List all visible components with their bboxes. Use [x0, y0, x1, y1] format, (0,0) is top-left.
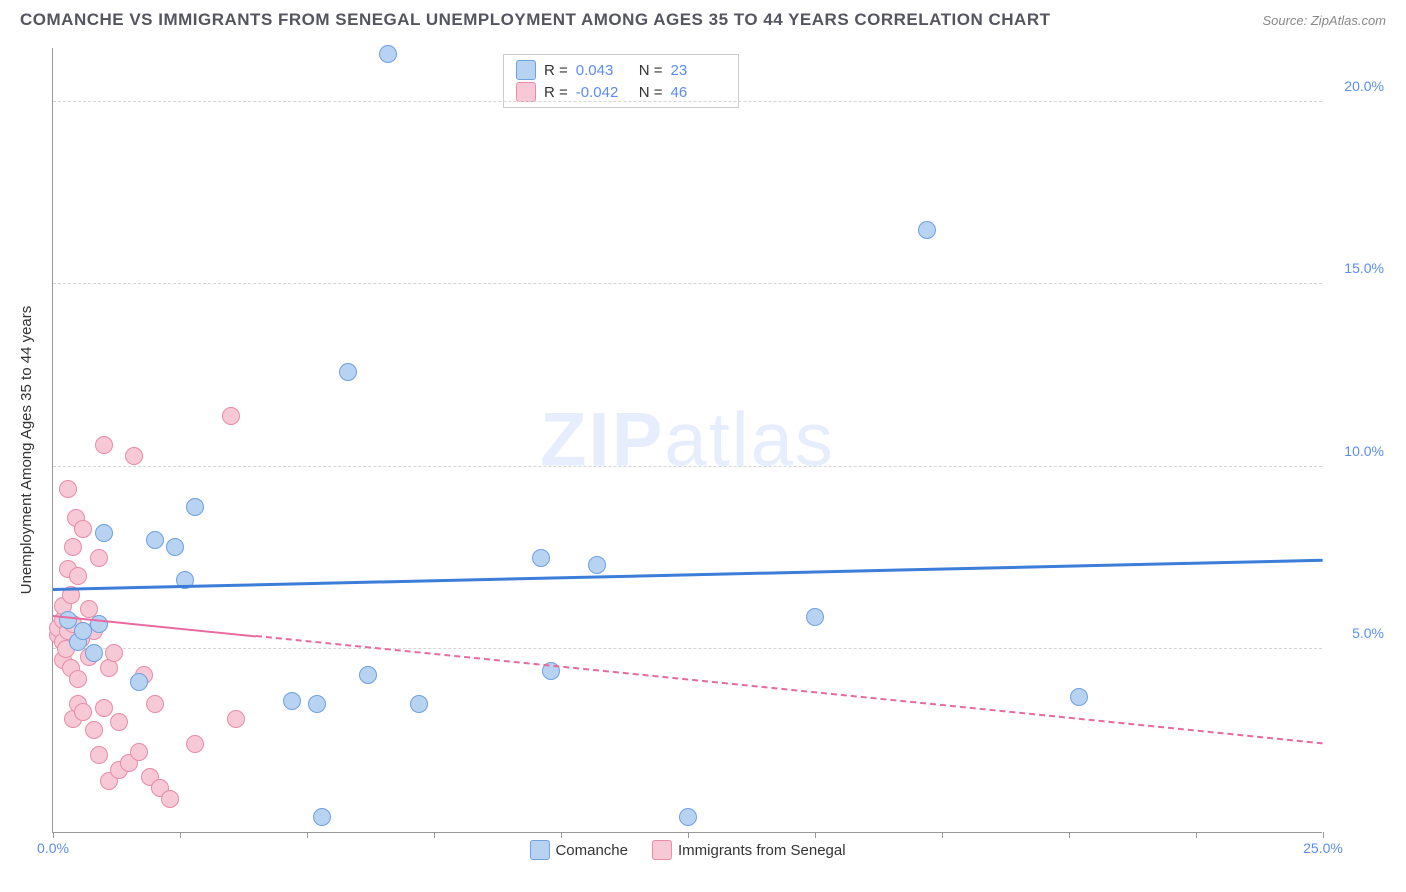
- ytick-label: 10.0%: [1344, 443, 1384, 459]
- ytick-label: 20.0%: [1344, 78, 1384, 94]
- point-comanche: [588, 556, 606, 574]
- source-attribution: Source: ZipAtlas.com: [1262, 13, 1386, 28]
- swatch-senegal: [652, 840, 672, 860]
- point-senegal: [105, 644, 123, 662]
- point-senegal: [222, 407, 240, 425]
- ytick-label: 15.0%: [1344, 260, 1384, 276]
- xtick-mark: [942, 832, 943, 838]
- trendline-senegal: [256, 635, 1323, 744]
- point-senegal: [59, 480, 77, 498]
- swatch-comanche: [529, 840, 549, 860]
- point-comanche: [339, 363, 357, 381]
- point-senegal: [125, 447, 143, 465]
- point-senegal: [95, 699, 113, 717]
- point-comanche: [313, 808, 331, 826]
- gridline-h: [53, 466, 1322, 467]
- legend-item-senegal: Immigrants from Senegal: [652, 840, 846, 860]
- xtick-label: 25.0%: [1303, 840, 1343, 856]
- point-senegal: [186, 735, 204, 753]
- stats-row-comanche: R = 0.043 N = 23: [516, 59, 726, 81]
- swatch-comanche: [516, 60, 536, 80]
- swatch-senegal: [516, 82, 536, 102]
- point-senegal: [227, 710, 245, 728]
- point-comanche: [806, 608, 824, 626]
- point-senegal: [69, 670, 87, 688]
- point-senegal: [85, 721, 103, 739]
- xtick-mark: [688, 832, 689, 838]
- legend: Comanche Immigrants from Senegal: [529, 840, 845, 860]
- point-comanche: [146, 531, 164, 549]
- point-comanche: [679, 808, 697, 826]
- xtick-mark: [307, 832, 308, 838]
- point-comanche: [130, 673, 148, 691]
- xtick-mark: [53, 832, 54, 838]
- point-comanche: [95, 524, 113, 542]
- point-comanche: [186, 498, 204, 516]
- point-senegal: [74, 520, 92, 538]
- xtick-mark: [561, 832, 562, 838]
- point-comanche: [1070, 688, 1088, 706]
- y-axis-label: Unemployment Among Ages 35 to 44 years: [18, 306, 35, 595]
- page-title: COMANCHE VS IMMIGRANTS FROM SENEGAL UNEM…: [20, 10, 1051, 30]
- point-senegal: [161, 790, 179, 808]
- point-senegal: [64, 538, 82, 556]
- xtick-mark: [1069, 832, 1070, 838]
- point-comanche: [918, 221, 936, 239]
- xtick-mark: [815, 832, 816, 838]
- point-senegal: [74, 703, 92, 721]
- xtick-label: 0.0%: [37, 840, 69, 856]
- gridline-h: [53, 283, 1322, 284]
- point-senegal: [130, 743, 148, 761]
- point-senegal: [146, 695, 164, 713]
- point-comanche: [410, 695, 428, 713]
- point-comanche: [379, 45, 397, 63]
- point-senegal: [90, 746, 108, 764]
- legend-label: Comanche: [555, 842, 628, 859]
- point-comanche: [283, 692, 301, 710]
- point-comanche: [308, 695, 326, 713]
- trendline-comanche: [53, 559, 1323, 591]
- gridline-h: [53, 648, 1322, 649]
- legend-label: Immigrants from Senegal: [678, 842, 846, 859]
- point-comanche: [166, 538, 184, 556]
- stats-row-senegal: R = -0.042 N = 46: [516, 81, 726, 103]
- xtick-mark: [180, 832, 181, 838]
- point-comanche: [85, 644, 103, 662]
- scatter-chart: ZIPatlas R = 0.043 N = 23 R = -0.042 N =…: [52, 48, 1322, 833]
- ytick-label: 5.0%: [1352, 625, 1384, 641]
- point-senegal: [110, 713, 128, 731]
- watermark-text: ZIPatlas: [540, 397, 835, 484]
- point-comanche: [90, 615, 108, 633]
- point-senegal: [95, 436, 113, 454]
- gridline-h: [53, 101, 1322, 102]
- legend-item-comanche: Comanche: [529, 840, 628, 860]
- xtick-mark: [1196, 832, 1197, 838]
- point-comanche: [359, 666, 377, 684]
- xtick-mark: [1323, 832, 1324, 838]
- point-senegal: [69, 567, 87, 585]
- xtick-mark: [434, 832, 435, 838]
- point-senegal: [90, 549, 108, 567]
- point-comanche: [532, 549, 550, 567]
